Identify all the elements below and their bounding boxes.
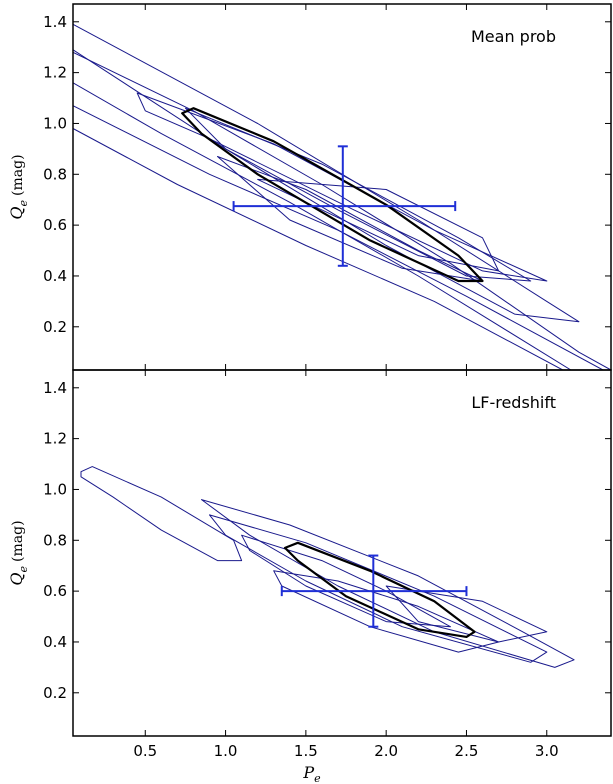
y-tick-label: 0.6 <box>43 582 67 600</box>
error-bar <box>232 145 457 267</box>
highlight-contour-6 <box>283 541 476 638</box>
contour-0 <box>73 23 580 323</box>
contour-4 <box>241 534 451 628</box>
panel-title: LF-redshift <box>471 393 556 412</box>
y-tick-label: 1.0 <box>43 480 67 498</box>
contour-1 <box>73 51 611 370</box>
y-tick-label: 1.4 <box>43 379 67 397</box>
y-axis-label: Qe(mag) <box>7 154 30 219</box>
axes-frame <box>72 369 612 737</box>
x-axis-label: Pe <box>302 763 321 784</box>
y-tick-label: 1.4 <box>43 13 67 31</box>
y-tick-label: 0.8 <box>43 531 67 549</box>
contour-0 <box>80 466 243 562</box>
y-tick-label: 1.2 <box>43 430 67 448</box>
x-tick-label: 1.5 <box>294 742 318 760</box>
y-tick-label: 1.2 <box>43 64 67 82</box>
highlight-contour-7 <box>181 107 484 283</box>
x-tick-label: 2.0 <box>374 742 398 760</box>
y-tick-label: 0.2 <box>43 684 67 702</box>
x-tick-label: 2.5 <box>455 742 479 760</box>
y-tick-label: 0.4 <box>43 633 67 651</box>
y-axis-label: Qe(mag) <box>7 520 30 585</box>
y-tick-label: 1.0 <box>43 114 67 132</box>
contour-2 <box>73 105 604 370</box>
contour-3 <box>273 570 500 653</box>
error-bar <box>280 554 468 628</box>
y-tick-label: 0.4 <box>43 267 67 285</box>
panel-mean-prob: 0.2 0.4 0.6 0.8 1.0 1.2 1.4 Mean prob Qe(mag) <box>7 3 612 371</box>
panel-lf-redshift: 0.5 1.0 1.5 2.0 2.5 3.0 0.2 0.4 0.6 0.8 1.0 1.2 1.4 L… <box>7 369 612 784</box>
x-tick-label: 3.0 <box>535 742 559 760</box>
x-tick-label: 0.5 <box>133 742 157 760</box>
contour-1 <box>201 499 575 668</box>
y-tick-label: 0.6 <box>43 216 67 234</box>
contour-2 <box>209 514 548 663</box>
x-tick-label: 1.0 <box>214 742 238 760</box>
plot-area <box>73 23 611 370</box>
y-tick-label: 0.8 <box>43 165 67 183</box>
contour-5 <box>385 585 548 643</box>
contour-4 <box>184 107 532 282</box>
y-tick-label: 0.2 <box>43 318 67 336</box>
panel-title: Mean prob <box>471 27 556 46</box>
contour-5 <box>257 178 500 272</box>
plot-area <box>80 466 575 668</box>
